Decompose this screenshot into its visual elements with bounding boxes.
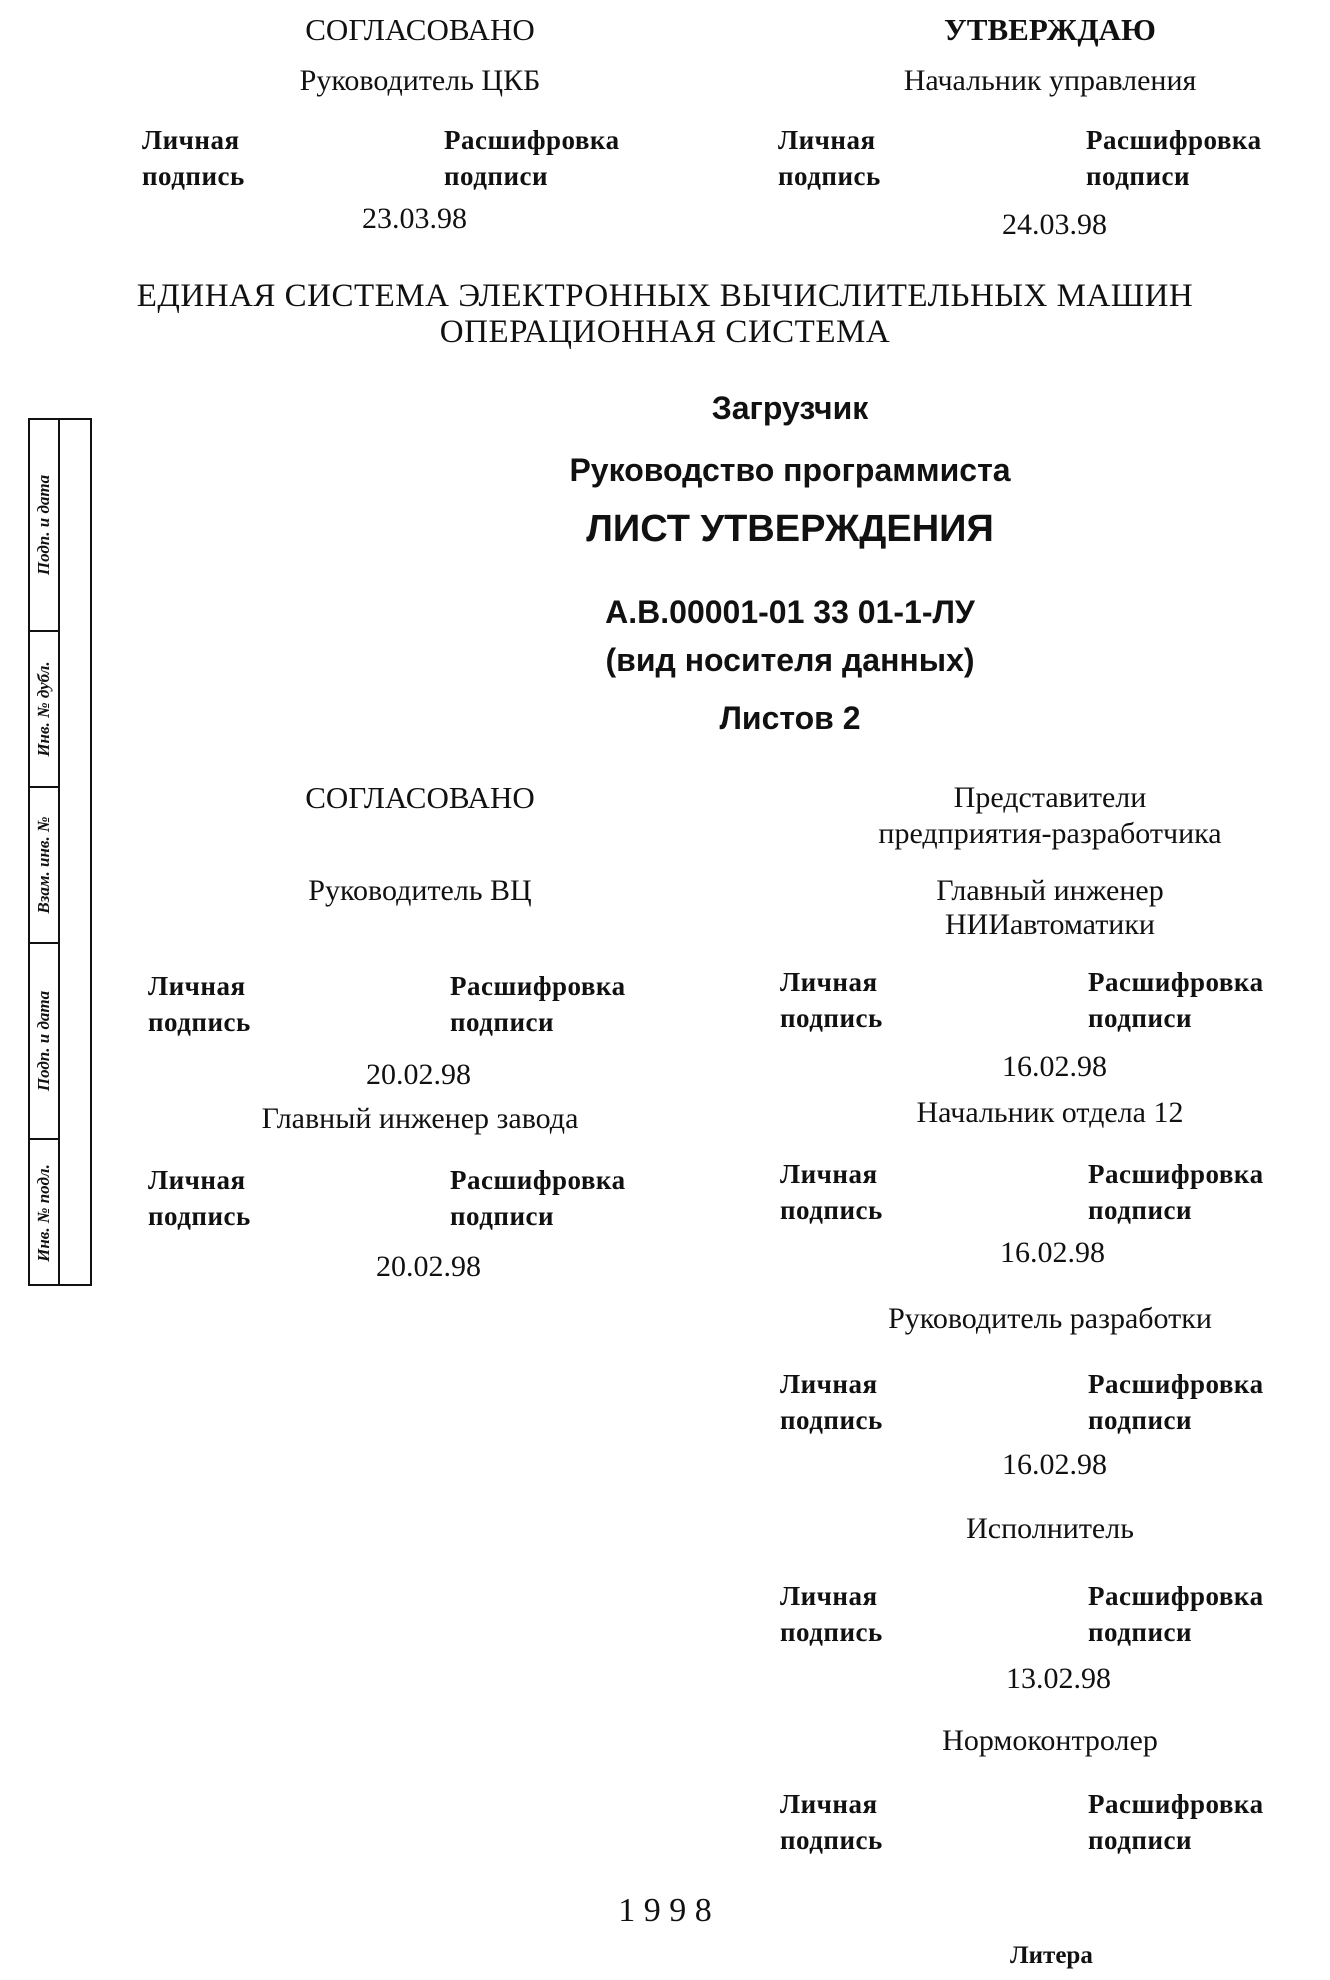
sheet-count: Листов 2 [719,700,861,736]
top-left-role: Руководитель ЦКБ [299,64,541,97]
right-entry-1-role: Главный инженер НИИавтоматики [936,874,1164,941]
left-entry-2-date: 20.02.98 [376,1250,481,1283]
top-right-role: Начальник управления [903,64,1197,97]
right-block-heading: Представители предприятия-разработчика [878,781,1222,850]
document-code: А.В.00001-01 33 01-1-ЛУ [605,594,975,630]
margin-cell-replace-inv: Взам. инв. № [30,788,58,944]
margin-cell-sign-date-2: Подп. и дата [30,944,58,1140]
left-entry-1-signature-label: Личная подпись [148,971,251,1037]
system-line-2: ОПЕРАЦИОННАЯ СИСТЕМА [439,314,891,350]
right-entry-5-decode-label: Расшифровка подписи [1088,1789,1264,1855]
top-right-date: 24.03.98 [1002,208,1107,241]
left-block-heading: СОГЛАСОВАНО [305,780,535,815]
right-entry-4-signature-label: Личная подпись [780,1581,883,1647]
margin-cell-sign-date-1: Подп. и дата [30,420,58,632]
right-entry-1-signature-label: Личная подпись [780,967,883,1033]
right-entry-4-role: Исполнитель [966,1512,1134,1545]
right-entry-3-date: 16.02.98 [1002,1448,1107,1481]
margin-cell-dup-inv: Инв. № дубл. [30,632,58,788]
left-entry-1-decode-label: Расшифровка подписи [450,971,626,1037]
system-line-1: ЕДИНАЯ СИСТЕМА ЭЛЕКТРОННЫХ ВЫЧИСЛИТЕЛЬНЫ… [136,278,1194,314]
sheet-title: ЛИСТ УТВЕРЖДЕНИЯ [586,508,994,550]
top-left-decode-label: Расшифровка подписи [444,125,620,191]
media-type: (вид носителя данных) [605,642,975,678]
right-entry-4-decode-label: Расшифровка подписи [1088,1581,1264,1647]
right-entry-3-decode-label: Расшифровка подписи [1088,1369,1264,1435]
right-entry-2-signature-label: Личная подпись [780,1159,883,1225]
left-entry-2-signature-label: Личная подпись [148,1165,251,1231]
right-entry-1-decode-label: Расшифровка подписи [1088,967,1264,1033]
margin-cell-orig-inv: Инв. № подл. [34,1164,53,1262]
top-right-heading: УТВЕРЖДАЮ [944,12,1156,47]
document-type: Руководство программиста [569,452,1011,488]
top-left-date: 23.03.98 [362,202,467,235]
top-right-signature-label: Личная подпись [778,125,881,191]
right-entry-2-role: Начальник отдела 12 [916,1096,1184,1129]
left-entry-1-role: Руководитель ВЦ [308,874,532,907]
left-entry-2-role: Главный инженер завода [261,1102,579,1135]
margin-table: Подп. и дата Инв. № дубл. Взам. инв. № П… [28,418,92,1286]
top-right-decode-label: Расшифровка подписи [1086,125,1262,191]
left-entry-1-date: 20.02.98 [366,1058,471,1091]
right-entry-5-role: Нормоконтролер [942,1724,1158,1757]
right-entry-1-date: 16.02.98 [1002,1050,1107,1083]
right-entry-4-date: 13.02.98 [1006,1662,1111,1695]
document-name: Загрузчик [711,390,869,426]
right-entry-3-role: Руководитель разработки [888,1302,1212,1335]
right-entry-2-date: 16.02.98 [1000,1236,1105,1269]
top-left-heading: СОГЛАСОВАНО [305,12,535,47]
year: 1 9 9 8 [618,1892,712,1929]
right-entry-5-signature-label: Личная подпись [780,1789,883,1855]
right-entry-3-signature-label: Личная подпись [780,1369,883,1435]
left-entry-2-decode-label: Расшифровка подписи [450,1165,626,1231]
litera-label: Литера [1010,1942,1093,1969]
right-entry-2-decode-label: Расшифровка подписи [1088,1159,1264,1225]
top-left-signature-label: Личная подпись [142,125,245,191]
